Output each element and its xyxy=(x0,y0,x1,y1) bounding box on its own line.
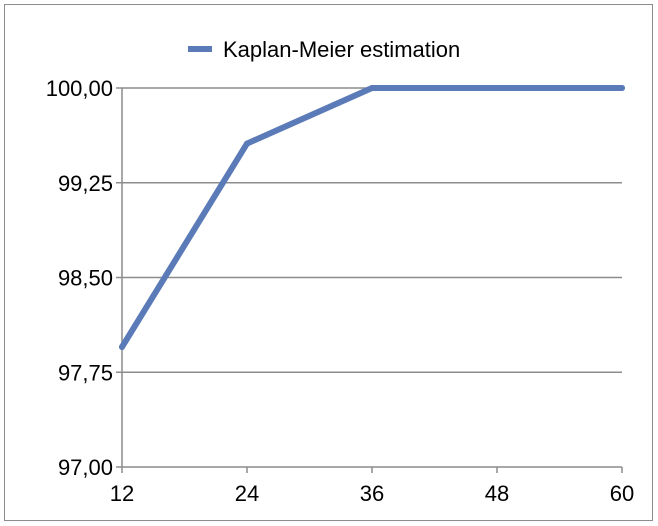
data-point xyxy=(369,85,375,91)
data-point xyxy=(494,85,500,91)
y-axis-ticks: 97,00 97,75 98,50 99,25 100,00 xyxy=(46,76,122,480)
x-axis-ticks: 12 24 36 48 60 xyxy=(110,467,634,506)
data-point xyxy=(244,140,250,147)
x-tick-label: 48 xyxy=(485,481,509,506)
x-tick-label: 60 xyxy=(610,481,634,506)
y-tick-label: 98,50 xyxy=(58,266,113,291)
x-tick-label: 24 xyxy=(235,481,259,506)
series-line xyxy=(119,85,625,350)
x-tick-label: 12 xyxy=(110,481,134,506)
y-tick-label: 99,25 xyxy=(58,171,113,196)
data-point xyxy=(119,343,125,350)
y-tick-label: 100,00 xyxy=(46,76,113,101)
x-tick-label: 36 xyxy=(360,481,384,506)
data-point xyxy=(619,85,625,91)
legend-label: Kaplan-Meier estimation xyxy=(223,37,460,62)
y-tick-label: 97,75 xyxy=(58,360,113,385)
series-layer xyxy=(119,85,625,350)
y-tick-label: 97,00 xyxy=(58,455,113,480)
legend: Kaplan-Meier estimation xyxy=(188,37,460,62)
